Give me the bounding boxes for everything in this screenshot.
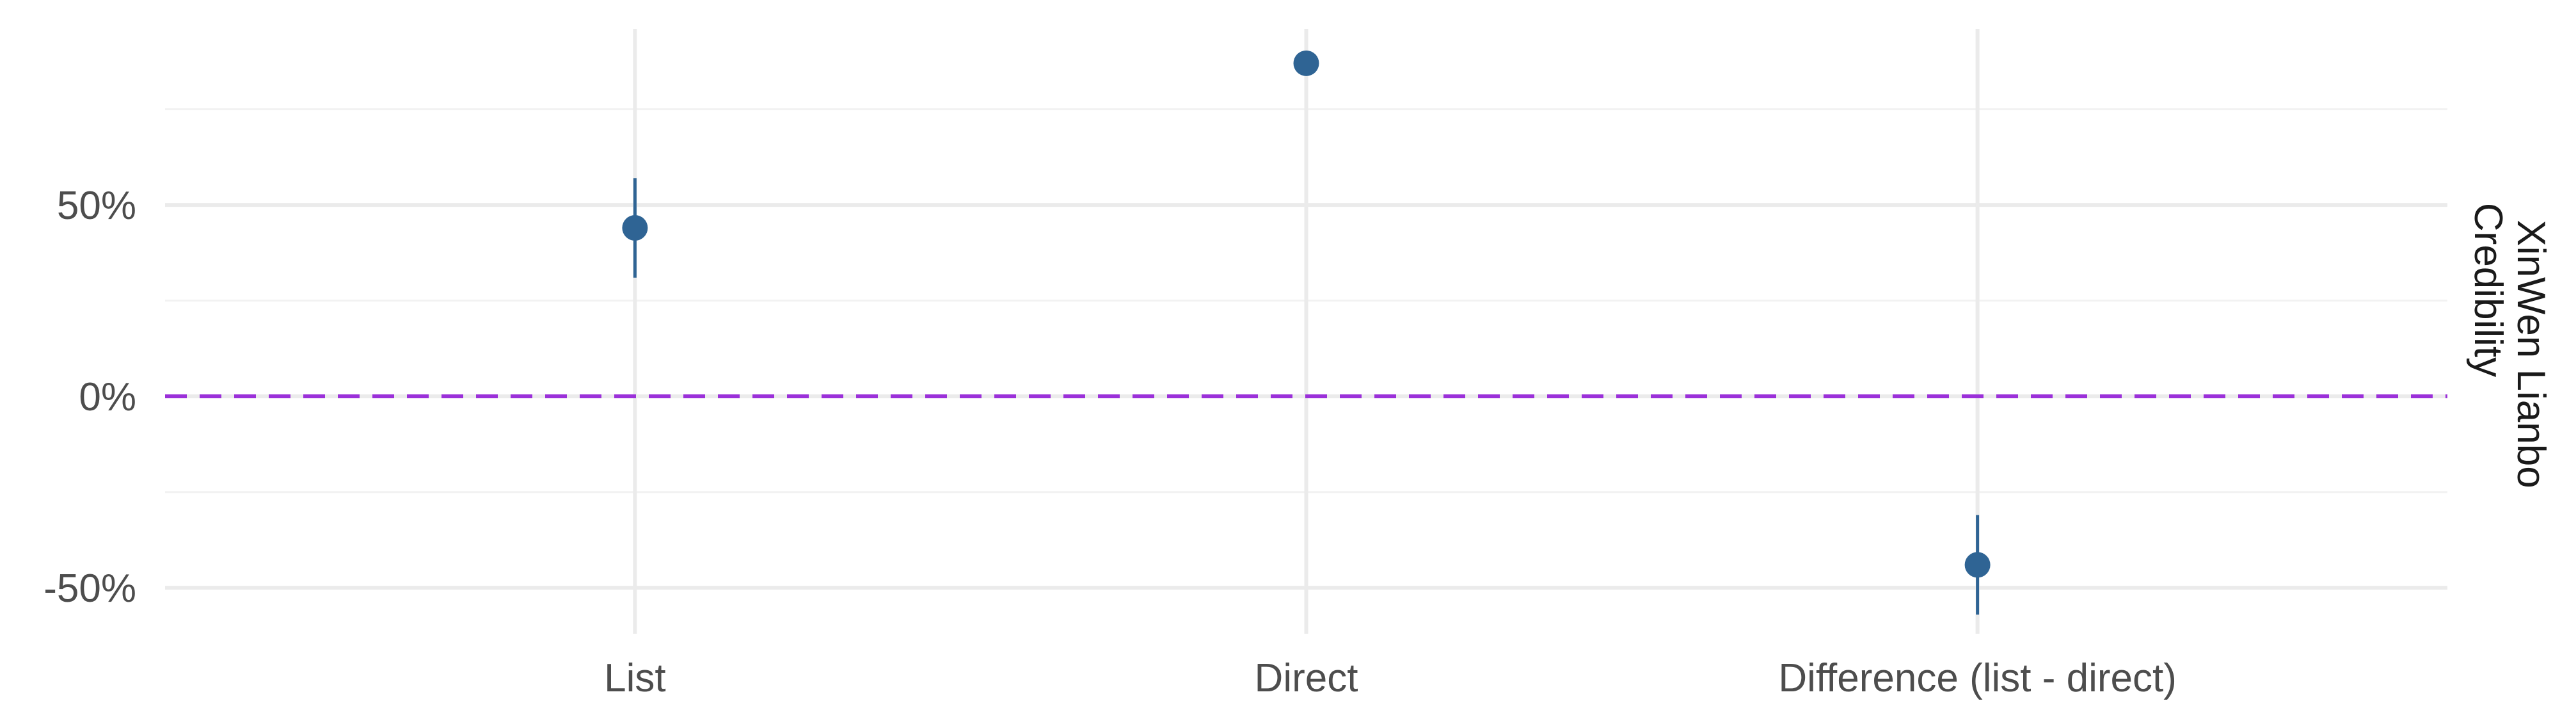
facet-strip: XinWen Lianbo Credibility [2466,203,2553,488]
x-axis: List Direct Difference (list - direct) [604,656,2177,700]
marks-layer [622,50,1991,615]
facet-label-line-2: Credibility [2466,203,2510,377]
data-point [622,215,648,241]
data-point [1293,50,1319,76]
y-tick-label: 0% [79,375,136,419]
x-tick-label: Direct [1255,656,1358,700]
y-tick-label: -50% [44,567,136,611]
x-tick-label: List [604,656,665,700]
facet-label-line-1: XinWen Lianbo [2509,220,2553,488]
y-tick-label: 50% [57,184,136,228]
grid-layer [165,29,2447,634]
x-tick-label: Difference (list - direct) [1778,656,2176,700]
data-point [1964,552,1991,578]
y-axis: -50% 0% 50% [44,184,136,611]
